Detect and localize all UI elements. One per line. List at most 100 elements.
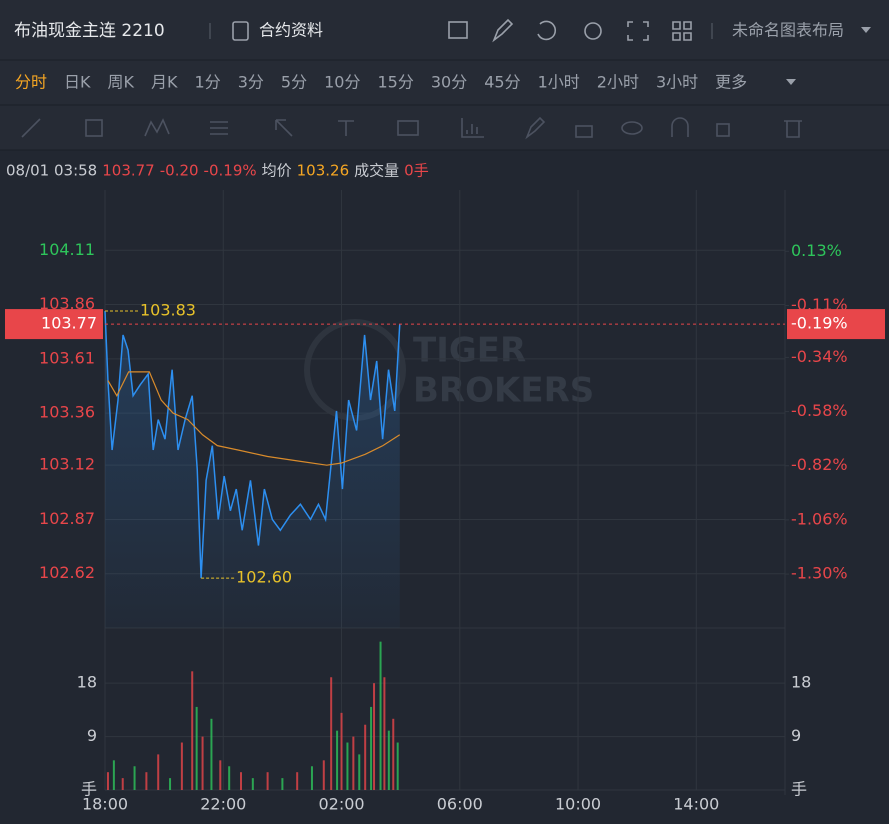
volume-bar — [191, 671, 194, 790]
volume-bar — [322, 760, 325, 790]
y2-tick-label: -0.58% — [791, 401, 848, 420]
y2-tick-label: -0.34% — [791, 347, 848, 366]
symbol-title[interactable]: 布油现金主连 2210 — [14, 21, 165, 41]
price-area — [105, 311, 400, 628]
volume-bar — [112, 760, 115, 790]
volume-bar — [370, 706, 373, 790]
tool-magnet[interactable] — [671, 117, 689, 137]
tool-arrow[interactable] — [275, 119, 293, 137]
volume-bar — [145, 772, 148, 790]
layout-name[interactable]: 未命名图表布局 — [732, 21, 844, 40]
dropdown-arrow[interactable] — [861, 27, 871, 33]
volume-bar — [373, 683, 376, 790]
x-tick-label: 18:00 — [82, 795, 128, 814]
volume-bar — [251, 778, 254, 790]
y2-tick-label: 0.13% — [791, 241, 842, 260]
volume-bar — [121, 778, 124, 790]
timeframe[interactable]: 2小时 — [597, 73, 639, 92]
volume-bar — [310, 766, 313, 790]
last-price-box — [5, 309, 103, 340]
average-line — [107, 371, 401, 466]
info-change-pct: -0.19% — [204, 162, 257, 180]
timeframe[interactable]: 1分 — [195, 73, 221, 92]
x-tick-label: 22:00 — [200, 795, 246, 814]
volume-tick-label: 9 — [791, 726, 801, 745]
timeframe[interactable]: 5分 — [281, 73, 307, 92]
tool-rect[interactable] — [85, 119, 103, 137]
volume-bar — [379, 641, 382, 790]
annotation-label: 102.60 — [236, 568, 292, 587]
timeframe[interactable]: 30分 — [431, 73, 467, 92]
x-tick-label: 10:00 — [555, 795, 601, 814]
tool-eye[interactable] — [621, 121, 643, 135]
tool-text[interactable] — [338, 120, 354, 136]
volume-bar — [240, 772, 242, 790]
timeframe[interactable]: 3分 — [238, 73, 264, 92]
tool-delete[interactable] — [784, 120, 802, 138]
fullscreen-icon[interactable] — [627, 21, 649, 41]
volume-unit: 手 — [791, 780, 807, 799]
volume-bar — [396, 742, 399, 790]
volume-bar — [383, 677, 386, 790]
timeframe[interactable]: 分时 — [15, 73, 47, 92]
tool-copy[interactable] — [716, 123, 730, 137]
watermark: BROKERS — [413, 371, 594, 411]
contract-info[interactable]: 合约资料 — [259, 21, 323, 40]
volume-bar — [195, 706, 198, 790]
info-price: 103.77 — [102, 162, 155, 180]
timeframe[interactable]: 更多 — [715, 73, 747, 92]
y-tick-label: 103.86 — [39, 294, 95, 313]
volume-bar — [210, 718, 213, 790]
volume-bar — [352, 736, 355, 790]
volume-bar — [133, 766, 136, 790]
timeframe[interactable]: 15分 — [377, 73, 413, 92]
tool-lock[interactable] — [575, 125, 593, 138]
timeframe[interactable]: 日K — [64, 73, 91, 92]
volume-bar — [364, 724, 367, 790]
timeframe[interactable]: 45分 — [484, 73, 520, 92]
timeframe[interactable]: 10分 — [324, 73, 360, 92]
tool-wave[interactable] — [144, 118, 170, 137]
last-pct-box — [787, 309, 885, 340]
timeframes: 分时 日K 周K 月K 1分 3分 5分 10分 15分 30分 45分 1小时 2小时 3小时 更多 — [15, 73, 747, 92]
info-volume: 0手 — [404, 162, 429, 180]
x-tick-label: 14:00 — [673, 795, 719, 814]
edit-icon[interactable] — [492, 18, 514, 43]
last-pct-label: -0.19% — [791, 314, 848, 333]
timeframe[interactable]: 1小时 — [538, 73, 580, 92]
layout-icon[interactable] — [672, 21, 692, 41]
volume-bar — [358, 754, 361, 790]
timeframe[interactable]: 月K — [151, 73, 178, 92]
timeframe[interactable]: 3小时 — [656, 73, 698, 92]
volume-bar — [330, 677, 333, 790]
undo-icon[interactable] — [537, 20, 557, 41]
tool-line[interactable] — [21, 118, 41, 138]
volume-bar — [106, 772, 109, 790]
y-tick-label: 103.61 — [39, 348, 95, 367]
info-volume-label: 成交量 — [354, 162, 399, 180]
volume-tick-label: 18 — [77, 673, 97, 692]
volume-bar — [392, 718, 395, 790]
doc-icon[interactable] — [232, 21, 249, 41]
timeframe[interactable]: 周K — [108, 73, 135, 92]
tool-note[interactable] — [397, 120, 419, 136]
volume-bar — [266, 772, 269, 790]
chart-icon[interactable] — [448, 21, 468, 39]
volume-bar — [228, 766, 231, 790]
volume-bar — [296, 772, 299, 790]
volume-bar — [219, 760, 222, 790]
more-arrow[interactable] — [786, 79, 796, 85]
volume-tick-label: 18 — [791, 673, 811, 692]
y-tick-label: 103.12 — [39, 455, 95, 474]
tool-measure[interactable] — [461, 118, 484, 138]
tool-fib[interactable] — [210, 121, 228, 135]
tool-pen[interactable] — [525, 116, 546, 140]
last-price-label: 103.77 — [41, 314, 97, 333]
y-tick-label: 102.62 — [39, 563, 95, 582]
volume-bar — [346, 742, 349, 790]
drawing-tools — [21, 116, 802, 140]
watermark: TIGER — [413, 331, 526, 371]
toolbar-bg — [0, 0, 889, 150]
settings-icon[interactable] — [584, 22, 602, 40]
